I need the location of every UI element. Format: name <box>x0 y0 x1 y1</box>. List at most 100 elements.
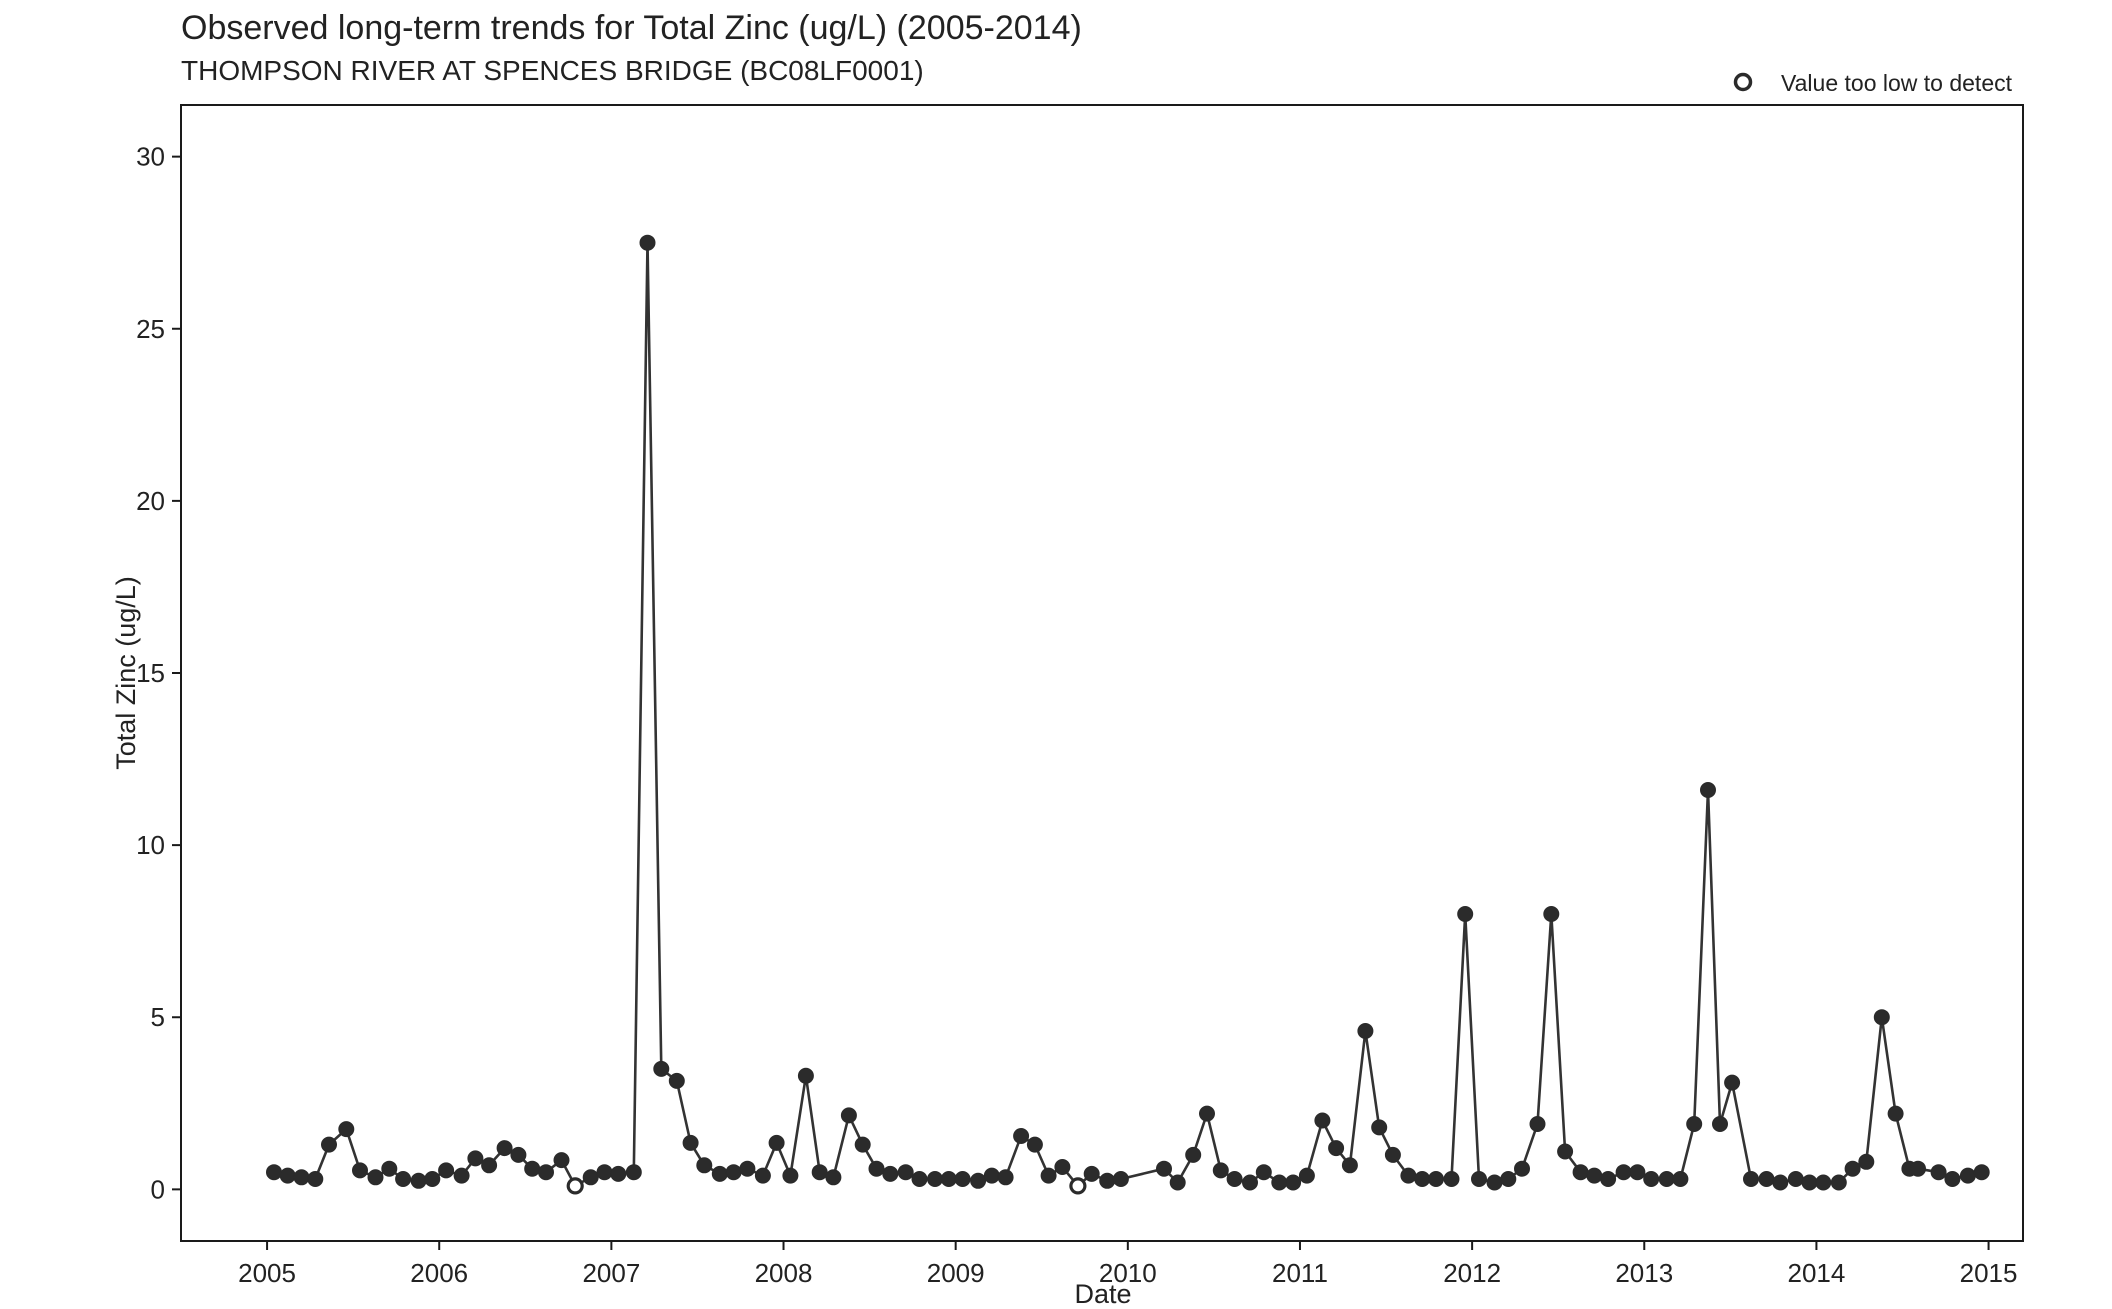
data-point <box>983 1167 1000 1184</box>
data-point <box>1212 1162 1229 1179</box>
data-point <box>1185 1146 1202 1163</box>
data-point <box>1743 1171 1759 1187</box>
data-point <box>1712 1116 1728 1132</box>
data-point <box>1298 1167 1315 1184</box>
data-point <box>1658 1171 1675 1187</box>
data-point <box>940 1171 957 1187</box>
data-point <box>768 1134 785 1151</box>
data-point <box>1887 1105 1904 1122</box>
data-point <box>1112 1171 1129 1187</box>
data-point <box>1724 1074 1741 1091</box>
data-point <box>1930 1164 1947 1181</box>
legend-label: Value too low to detect <box>1781 70 2013 96</box>
data-point <box>1328 1140 1345 1157</box>
data-point <box>653 1060 670 1077</box>
data-point <box>1758 1171 1775 1187</box>
data-point <box>1944 1171 1961 1187</box>
legend-open-circle-icon <box>1733 72 1753 92</box>
data-point <box>927 1171 943 1187</box>
y-tick-label: 25 <box>136 314 165 344</box>
data-point <box>797 1067 814 1084</box>
x-tick-label: 2008 <box>755 1258 813 1288</box>
data-point <box>1400 1167 1417 1184</box>
data-point <box>1629 1164 1646 1181</box>
data-point <box>1357 1023 1374 1039</box>
x-axis: 2005 2006 2007 2008 2009 2010 2011 2012 2013 2014… <box>238 1241 2017 1288</box>
data-point <box>438 1162 455 1179</box>
data-point <box>1384 1146 1401 1163</box>
y-tick-label: 15 <box>136 658 165 688</box>
data-point <box>1572 1164 1589 1181</box>
legend: Value too low to detect <box>1733 70 2013 96</box>
data-point <box>1341 1157 1358 1174</box>
data-point <box>467 1150 484 1167</box>
data-point <box>424 1171 441 1187</box>
y-tick-label: 30 <box>136 142 165 172</box>
data-point <box>453 1167 470 1184</box>
data-point <box>1543 906 1560 922</box>
data-point <box>1054 1159 1071 1175</box>
series-line <box>273 241 1983 1188</box>
data-point <box>954 1171 971 1187</box>
data-point <box>1428 1171 1444 1187</box>
data-point <box>639 234 656 251</box>
data-point <box>338 1121 355 1138</box>
data-point <box>970 1172 987 1189</box>
data-point <box>1858 1153 1875 1170</box>
data-point <box>553 1152 570 1169</box>
data-point <box>1026 1136 1043 1153</box>
data-point <box>321 1136 337 1153</box>
data-point <box>739 1160 756 1177</box>
data-point <box>1910 1160 1926 1177</box>
data-point <box>625 1164 642 1181</box>
data-point <box>668 1072 685 1089</box>
data-point <box>1271 1174 1288 1191</box>
data-point <box>1772 1174 1789 1191</box>
data-point <box>1156 1160 1172 1177</box>
data-point <box>825 1169 842 1186</box>
data-point <box>1557 1143 1574 1160</box>
data-point <box>1801 1174 1818 1191</box>
data-point <box>410 1172 427 1189</box>
data-point <box>725 1164 742 1181</box>
data-point <box>1830 1174 1847 1191</box>
chart-title: Observed long-term trends for Total Zinc… <box>181 9 1082 47</box>
y-tick-label: 0 <box>151 1174 165 1204</box>
data-point <box>1787 1171 1804 1187</box>
data-point <box>1083 1165 1100 1182</box>
data-point <box>1457 906 1474 922</box>
data-point <box>1414 1171 1431 1187</box>
chart-subtitle: THOMPSON RIVER AT SPENCES BRIDGE (BC08LF… <box>181 55 924 86</box>
y-tick-label: 5 <box>151 1002 165 1032</box>
data-point <box>868 1160 885 1177</box>
data-point <box>854 1136 871 1153</box>
data-point-below-detection <box>1069 1177 1087 1195</box>
x-tick-label: 2015 <box>1960 1258 2018 1288</box>
x-tick-label: 2010 <box>1099 1258 1157 1288</box>
data-point <box>711 1165 728 1182</box>
data-point <box>1013 1128 1030 1144</box>
data-point <box>279 1167 296 1184</box>
y-axis: 0 5 10 15 20 25 30 <box>136 142 181 1204</box>
data-point <box>538 1164 554 1181</box>
data-point <box>1672 1171 1689 1187</box>
data-point <box>1700 782 1716 798</box>
data-point <box>510 1146 527 1163</box>
data-point <box>1873 1009 1890 1026</box>
data-point <box>582 1169 599 1186</box>
y-tick-label: 10 <box>136 830 165 860</box>
data-point <box>1973 1164 1990 1181</box>
data-point <box>1226 1171 1243 1187</box>
data-point <box>1314 1112 1331 1129</box>
data-point-below-detection <box>566 1177 584 1195</box>
x-tick-label: 2013 <box>1615 1258 1673 1288</box>
data-point <box>1242 1174 1258 1191</box>
data-point <box>1959 1167 1976 1184</box>
data-point <box>293 1169 310 1186</box>
data-point <box>1529 1116 1546 1132</box>
data-point <box>1099 1172 1116 1189</box>
data-point <box>367 1169 384 1186</box>
data-point <box>596 1164 613 1181</box>
data-point <box>1643 1171 1660 1187</box>
